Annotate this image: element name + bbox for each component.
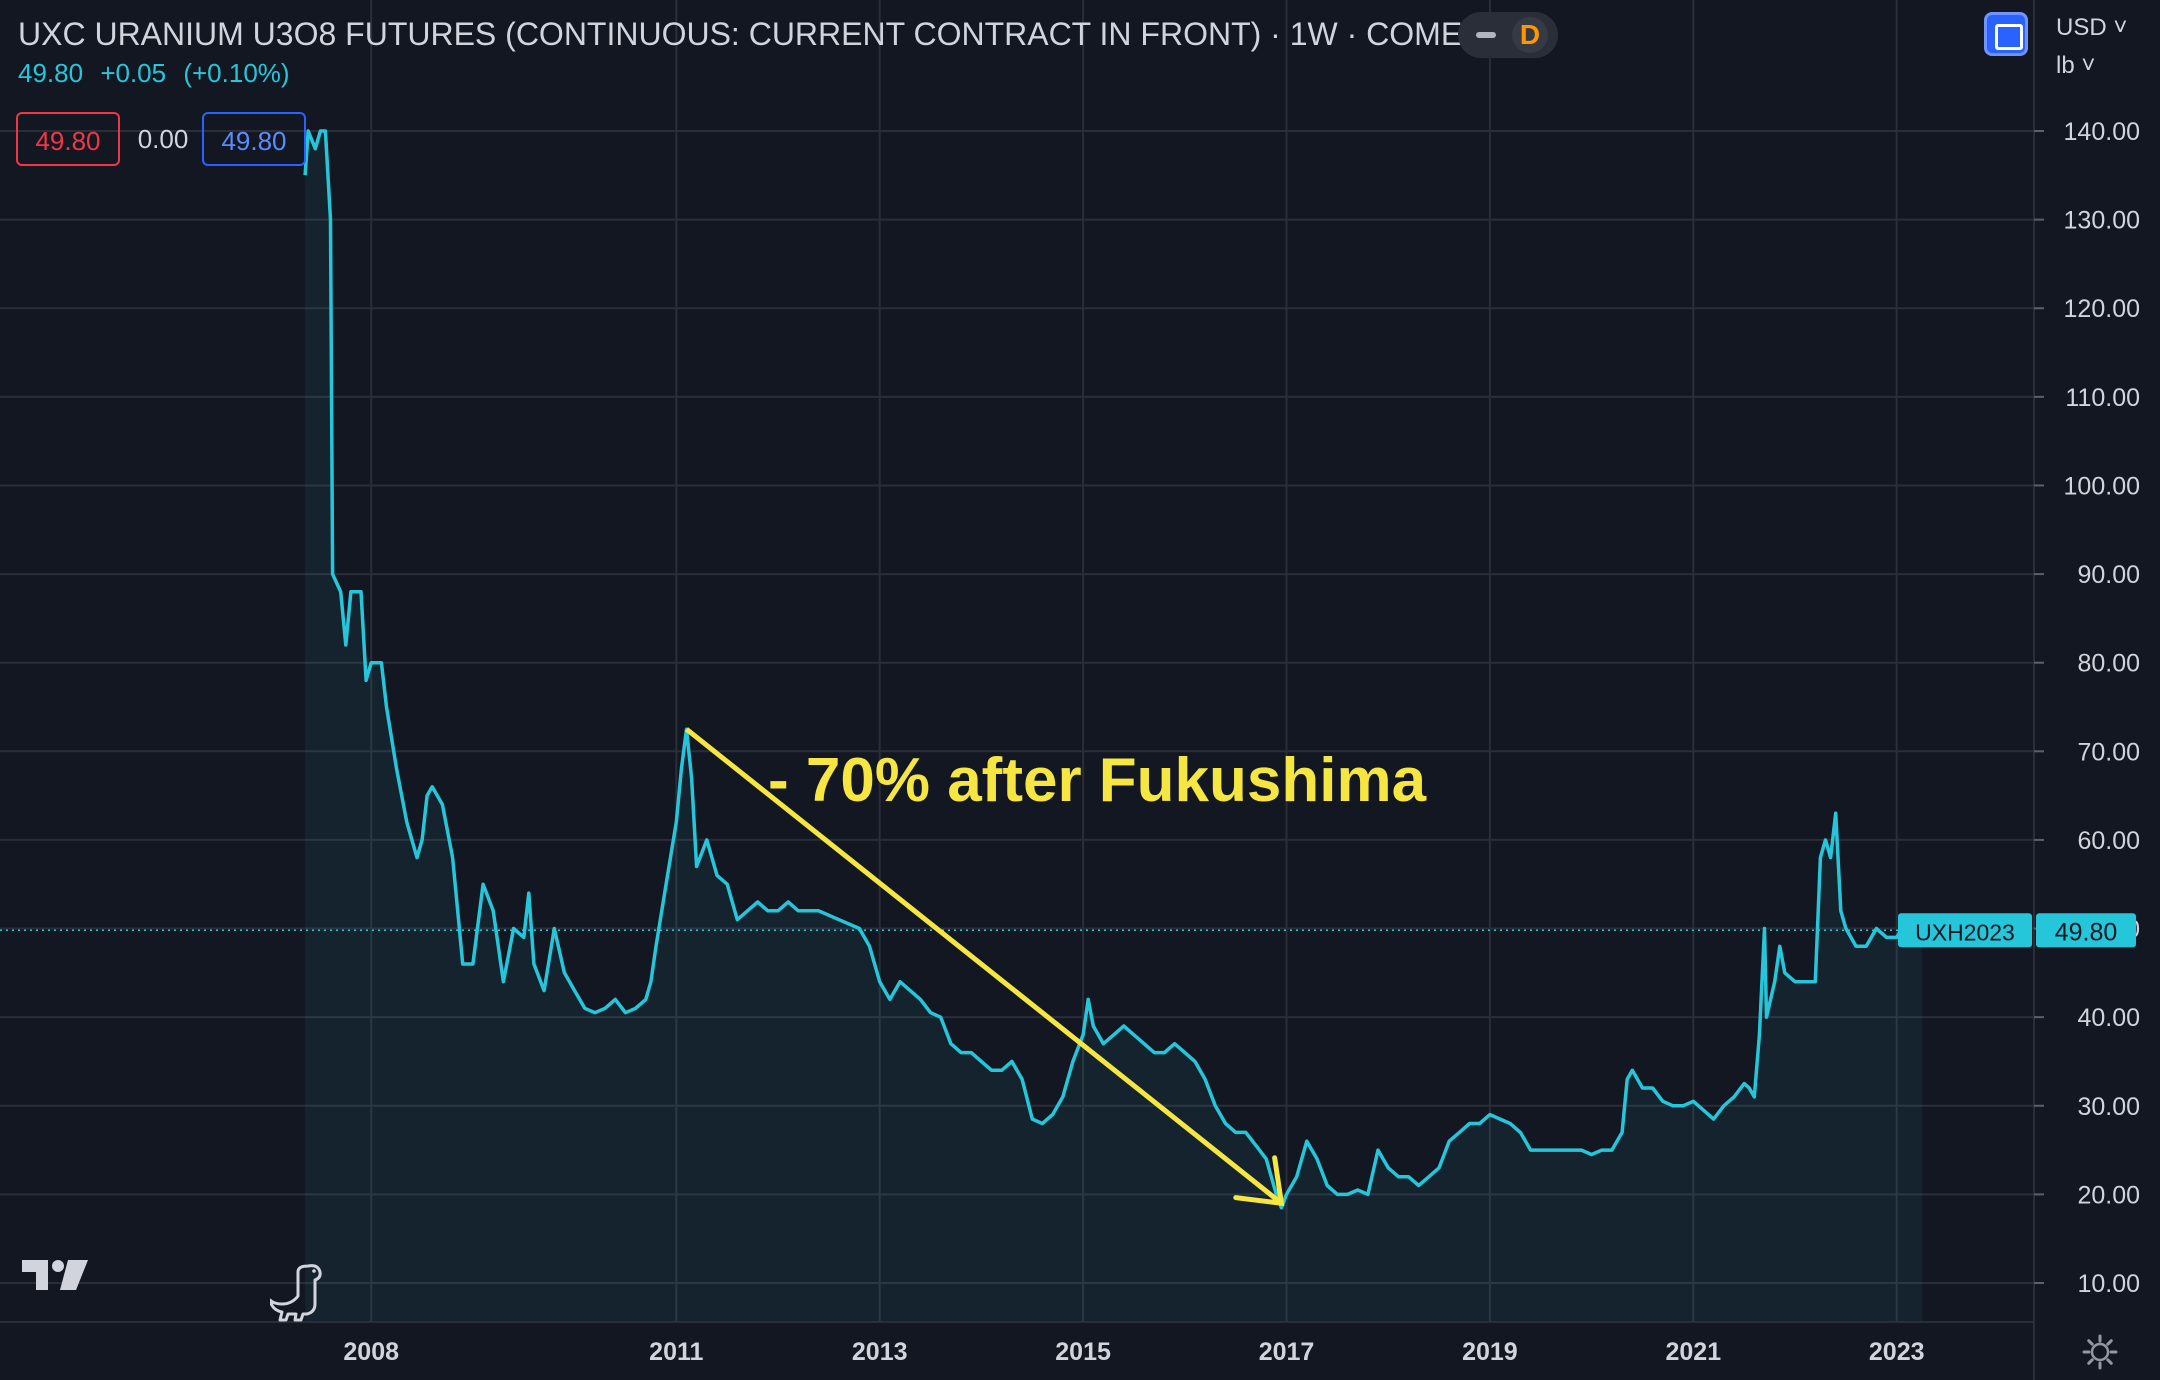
annotation-arrow-line[interactable] <box>684 727 1283 1206</box>
y-tick-label: 90.00 <box>2077 561 2140 589</box>
spread-value: 0.00 <box>137 124 189 154</box>
chevron-down-icon: ˅ <box>2113 14 2128 41</box>
minus-icon <box>1476 32 1496 38</box>
y-tick-label: 130.00 <box>2064 207 2140 235</box>
currency-label: USD <box>2056 14 2107 41</box>
gear-icon[interactable] <box>2080 1332 2120 1372</box>
quote-line: 49.80 +0.05 (+0.10%) <box>18 58 300 89</box>
y-tick-label: 110.00 <box>2065 384 2140 412</box>
price-axis-panel <box>2034 0 2160 1380</box>
price-label-badge <box>2036 913 2136 948</box>
symbol-label-text: UXH2023 <box>1915 919 2015 945</box>
daily-toggle-label[interactable]: D <box>1512 17 1548 53</box>
annotation-arrow-head <box>1233 1155 1285 1207</box>
price-area-fill <box>305 131 1923 1322</box>
y-tick-label: 100.00 <box>2064 472 2140 500</box>
price-change-percent: (+0.10%) <box>183 58 290 88</box>
tradingview-logo-icon[interactable] <box>22 1260 88 1292</box>
y-tick-label: 30.00 <box>2077 1093 2140 1121</box>
unit-label: lb <box>2056 52 2075 79</box>
chart-title: UXC URANIUM U3O8 FUTURES (CONTINUOUS: CU… <box>18 16 1484 52</box>
dinosaur-icon[interactable] <box>270 1262 328 1322</box>
chevron-down-icon: ˅ <box>2081 52 2096 79</box>
x-tick-label: 2008 <box>343 1338 399 1366</box>
x-tick-label: 2023 <box>1869 1338 1925 1366</box>
x-tick-label: 2017 <box>1259 1338 1315 1366</box>
price-change: +0.05 <box>100 58 167 88</box>
currency-selector[interactable]: USD ˅ <box>2056 14 2127 42</box>
x-tick-label: 2011 <box>649 1338 703 1366</box>
interval-toggle[interactable]: D <box>1458 12 1558 58</box>
x-tick-label: 2021 <box>1665 1338 1721 1366</box>
fullscreen-icon[interactable] <box>1984 12 2028 56</box>
last-price: 49.80 <box>18 58 84 88</box>
buy-price-box[interactable]: 49.80 <box>202 112 306 166</box>
y-tick-label: 70.00 <box>2077 738 2140 766</box>
y-tick-label: 40.00 <box>2077 1004 2140 1032</box>
y-tick-label: 120.00 <box>2064 295 2140 323</box>
y-tick-label: 80.00 <box>2077 650 2140 678</box>
symbol-label-badge <box>1898 913 2032 948</box>
y-tick-label: 60.00 <box>2077 827 2140 855</box>
y-tick-label: 20.00 <box>2077 1181 2140 1209</box>
x-tick-label: 2013 <box>852 1338 908 1366</box>
price-label-text: 49.80 <box>2055 918 2118 946</box>
y-tick-label: 10.00 <box>2077 1270 2140 1298</box>
x-tick-label: 2015 <box>1055 1338 1111 1366</box>
fukushima-annotation[interactable]: - 70% after Fukushima <box>768 746 1427 815</box>
unit-selector[interactable]: lb ˅ <box>2056 52 2095 80</box>
price-line-series[interactable] <box>303 129 1923 1210</box>
x-tick-label: 2019 <box>1462 1338 1518 1366</box>
sell-price-box[interactable]: 49.80 <box>16 112 120 166</box>
y-tick-label: 140.00 <box>2064 118 2140 146</box>
